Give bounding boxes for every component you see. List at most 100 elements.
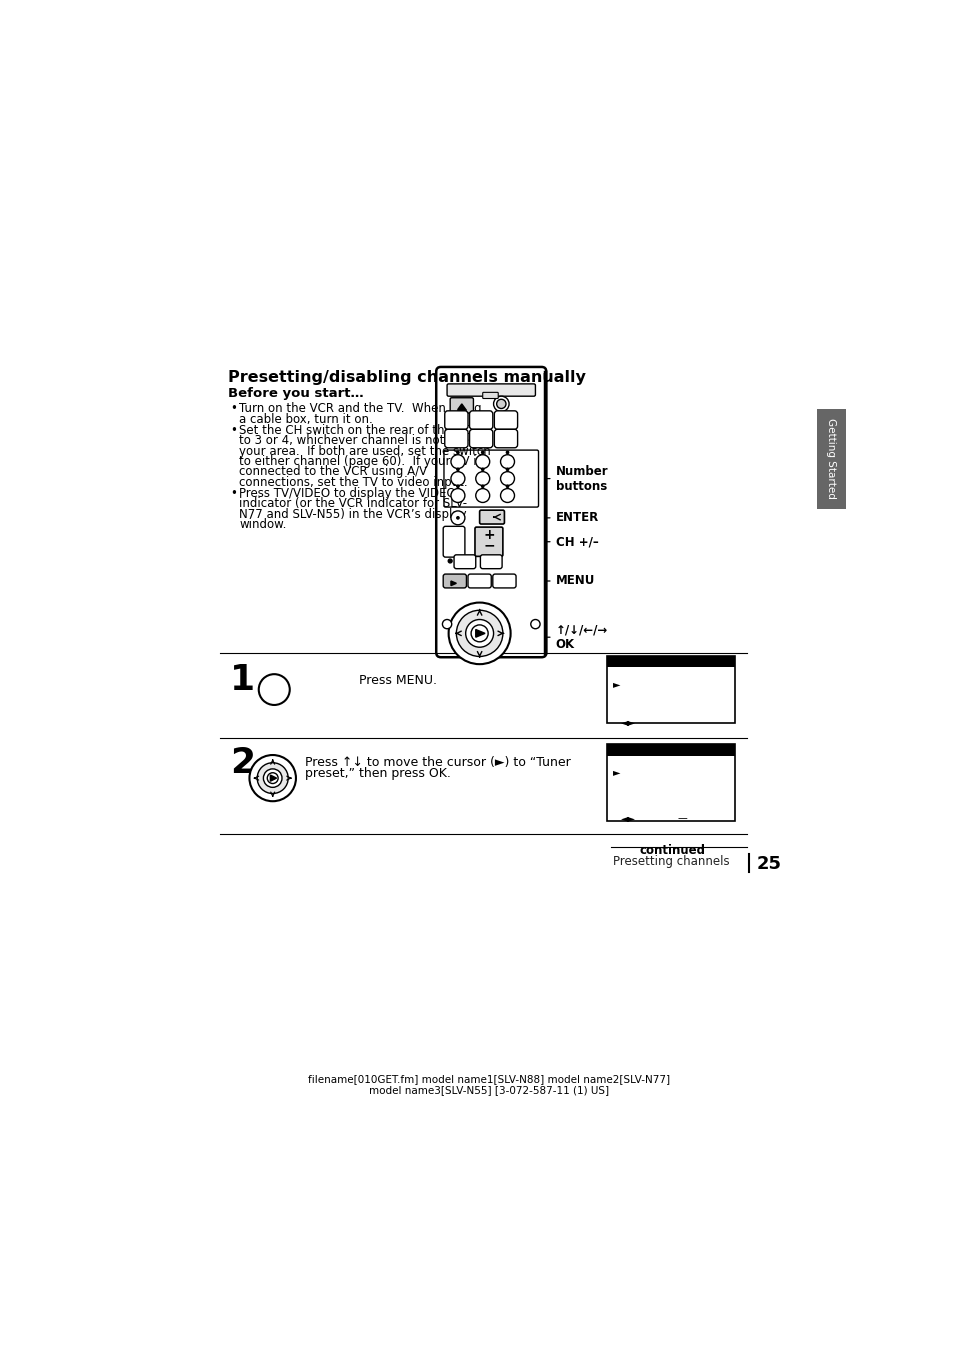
- Circle shape: [456, 451, 458, 454]
- FancyBboxPatch shape: [444, 430, 468, 447]
- Text: +: +: [482, 528, 495, 542]
- Text: window.: window.: [239, 519, 287, 531]
- FancyBboxPatch shape: [479, 511, 504, 524]
- Text: Press ↑↓ to move the cursor (►) to “Tuner: Press ↑↓ to move the cursor (►) to “Tune…: [305, 755, 571, 769]
- Text: MENU: MENU: [545, 574, 595, 588]
- Circle shape: [476, 489, 489, 503]
- Text: connected to the VCR using A/V: connected to the VCR using A/V: [239, 466, 427, 478]
- Bar: [607, 744, 735, 821]
- Text: ►: ►: [612, 678, 619, 689]
- Circle shape: [471, 626, 488, 642]
- Bar: [816, 408, 845, 508]
- Text: Presetting channels: Presetting channels: [612, 855, 729, 869]
- Circle shape: [263, 769, 282, 788]
- Text: •: •: [230, 403, 236, 415]
- FancyBboxPatch shape: [443, 527, 464, 557]
- Circle shape: [500, 455, 514, 469]
- Circle shape: [456, 611, 502, 657]
- Text: Getting Started: Getting Started: [825, 417, 836, 499]
- Bar: [607, 655, 735, 723]
- Text: ◄►: ◄►: [620, 717, 636, 727]
- FancyBboxPatch shape: [494, 411, 517, 430]
- Text: your area.  If both are used, set the switch: your area. If both are used, set the swi…: [239, 444, 491, 458]
- Text: Press MENU.: Press MENU.: [630, 674, 708, 688]
- Circle shape: [465, 620, 493, 647]
- Circle shape: [506, 469, 508, 470]
- Text: —: —: [677, 813, 686, 824]
- FancyBboxPatch shape: [447, 384, 535, 396]
- FancyBboxPatch shape: [469, 430, 493, 447]
- FancyBboxPatch shape: [469, 411, 493, 430]
- Circle shape: [506, 485, 508, 488]
- Text: Before you start…: Before you start…: [228, 386, 363, 400]
- Circle shape: [448, 559, 452, 563]
- Text: −: −: [482, 539, 495, 553]
- Circle shape: [481, 469, 483, 470]
- FancyBboxPatch shape: [444, 411, 468, 430]
- Text: Press MENU.: Press MENU.: [359, 674, 437, 688]
- Text: indicator (or the VCR indicator for SLV-: indicator (or the VCR indicator for SLV-: [239, 497, 467, 511]
- Text: ◄►: ◄►: [620, 813, 636, 824]
- FancyBboxPatch shape: [454, 555, 476, 569]
- Text: Set the CH switch on the rear of the VCR: Set the CH switch on the rear of the VCR: [239, 424, 479, 436]
- Circle shape: [451, 455, 464, 469]
- Text: 25: 25: [757, 855, 781, 873]
- Text: continued: continued: [639, 844, 705, 858]
- Polygon shape: [451, 581, 456, 585]
- Text: Turn on the VCR and the TV.  When using: Turn on the VCR and the TV. When using: [239, 403, 481, 415]
- Text: a cable box, turn it on.: a cable box, turn it on.: [239, 413, 373, 426]
- Bar: [607, 655, 735, 667]
- Circle shape: [506, 451, 508, 454]
- Circle shape: [451, 489, 464, 503]
- Text: to 3 or 4, whichever channel is not used in: to 3 or 4, whichever channel is not used…: [239, 434, 491, 447]
- FancyBboxPatch shape: [443, 450, 537, 507]
- FancyBboxPatch shape: [480, 555, 501, 569]
- FancyBboxPatch shape: [482, 392, 497, 399]
- Text: •: •: [230, 424, 236, 436]
- Circle shape: [500, 471, 514, 485]
- Text: to either channel (page 60).  If your TV is: to either channel (page 60). If your TV …: [239, 455, 482, 467]
- Text: Presetting/disabling channels manually: Presetting/disabling channels manually: [228, 370, 585, 385]
- Circle shape: [442, 620, 452, 628]
- Text: ENTER: ENTER: [545, 512, 598, 524]
- FancyBboxPatch shape: [443, 574, 466, 588]
- FancyBboxPatch shape: [468, 574, 491, 588]
- FancyBboxPatch shape: [493, 574, 516, 588]
- Text: ↑/↓/←/→
OK: ↑/↓/←/→ OK: [545, 623, 607, 651]
- Circle shape: [249, 755, 295, 801]
- Text: N77 and SLV-N55) in the VCR’s display: N77 and SLV-N55) in the VCR’s display: [239, 508, 467, 521]
- FancyBboxPatch shape: [436, 367, 546, 657]
- Text: CH +/–: CH +/–: [545, 535, 598, 549]
- Text: filename[010GET.fm] model name1[SLV-N88] model name2[SLV-N77]: filename[010GET.fm] model name1[SLV-N88]…: [308, 1074, 669, 1085]
- Circle shape: [451, 511, 464, 524]
- Circle shape: [258, 674, 290, 705]
- Circle shape: [476, 471, 489, 485]
- Text: 1: 1: [230, 662, 255, 697]
- Polygon shape: [476, 630, 484, 638]
- Text: Number
buttons: Number buttons: [545, 465, 608, 493]
- Circle shape: [497, 400, 505, 408]
- Polygon shape: [270, 775, 276, 781]
- Text: 2: 2: [230, 746, 255, 780]
- FancyBboxPatch shape: [494, 430, 517, 447]
- Circle shape: [481, 485, 483, 488]
- Circle shape: [500, 489, 514, 503]
- Circle shape: [456, 485, 458, 488]
- Text: preset,” then press OK.: preset,” then press OK.: [305, 766, 451, 780]
- FancyBboxPatch shape: [475, 527, 502, 557]
- Circle shape: [448, 603, 510, 665]
- Text: connections, set the TV to video input.: connections, set the TV to video input.: [239, 476, 468, 489]
- Text: Press TV/VIDEO to display the VIDEO: Press TV/VIDEO to display the VIDEO: [239, 488, 456, 500]
- Bar: [607, 744, 735, 755]
- Circle shape: [481, 451, 483, 454]
- Text: model name3[SLV-N55] [3-072-587-11 (1) US]: model name3[SLV-N55] [3-072-587-11 (1) U…: [369, 1085, 608, 1096]
- Circle shape: [530, 620, 539, 628]
- Polygon shape: [457, 404, 465, 409]
- Circle shape: [476, 455, 489, 469]
- Circle shape: [456, 469, 458, 470]
- Circle shape: [267, 773, 278, 784]
- Circle shape: [257, 763, 288, 793]
- Circle shape: [493, 396, 509, 412]
- Text: ►: ►: [612, 767, 619, 777]
- Circle shape: [451, 471, 464, 485]
